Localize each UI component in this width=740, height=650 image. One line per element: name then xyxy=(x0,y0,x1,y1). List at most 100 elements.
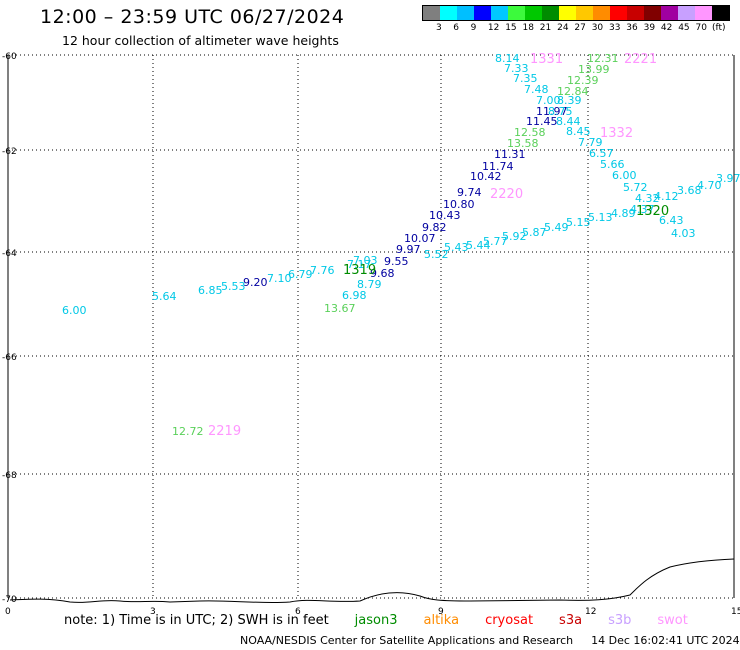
wave-height-reading: 9.74 xyxy=(457,186,482,199)
wave-height-reading: 4.37 xyxy=(630,203,655,216)
wave-height-reading: 5.52 xyxy=(424,248,449,261)
pass-time-label: 2219 xyxy=(208,424,241,439)
wave-height-reading: 4.89 xyxy=(611,207,636,220)
wave-height-reading: 10.07 xyxy=(404,232,436,245)
wave-height-reading: 4.12 xyxy=(654,190,679,203)
wave-height-reading: 7.00 xyxy=(536,94,561,107)
legend-label: 33 xyxy=(609,23,621,33)
map-subtitle: 12 hour collection of altimeter wave hei… xyxy=(62,33,339,48)
wave-height-reading: 8.75 xyxy=(548,105,573,118)
wave-height-reading: 5.77 xyxy=(483,235,508,248)
legend-swatch xyxy=(678,6,695,20)
legend-labels: 3 6 9 12 15 18 21 24 27 30 33 36 39 42 45 70 (ft) xyxy=(422,21,730,35)
lat-label: -60 xyxy=(2,52,17,62)
wave-height-reading: 12.72 xyxy=(172,425,204,438)
wave-height-reading: 12.31 xyxy=(587,52,619,65)
wave-height-reading: 5.13 xyxy=(588,211,613,224)
wave-height-reading: 4.03 xyxy=(671,227,696,240)
satellite-key-item: jason3 xyxy=(354,613,398,628)
legend-swatch xyxy=(627,6,644,20)
wave-height-reading: 3.97 xyxy=(716,172,740,185)
wave-height-reading: 6.57 xyxy=(589,147,614,160)
wave-height-reading: 10.43 xyxy=(429,209,461,222)
legend-label: 6 xyxy=(453,23,460,33)
wave-height-reading: 13.99 xyxy=(578,63,610,76)
wave-height-reading: 7.35 xyxy=(513,72,538,85)
lon-label: 0 xyxy=(5,607,11,617)
footer-credit: NOAA/NESDIS Center for Satellite Applica… xyxy=(240,634,740,647)
legend-label: 24 xyxy=(557,23,569,33)
wave-height-reading: 11.74 xyxy=(482,160,514,173)
legend-swatch xyxy=(423,6,440,20)
legend-swatches xyxy=(422,5,730,21)
legend-swatch xyxy=(440,6,457,20)
wave-height-reading: 6.43 xyxy=(659,214,684,227)
wave-height-reading: 9.20 xyxy=(243,276,268,289)
color-scale-legend: 3 6 9 12 15 18 21 24 27 30 33 36 39 42 45 70 (ft) xyxy=(422,5,730,35)
wave-height-reading: 6.85 xyxy=(198,284,223,297)
wave-height-reading: 5.72 xyxy=(623,181,648,194)
wave-height-reading: 11.31 xyxy=(494,148,526,161)
legend-label: 21 xyxy=(539,23,552,33)
pass-time-label: 1320 xyxy=(636,204,669,219)
wave-height-reading: 9.82 xyxy=(422,221,447,234)
wave-height-reading: 10.42 xyxy=(470,170,502,183)
pass-time-label: 1319 xyxy=(343,263,376,278)
wave-height-reading: 5.15 xyxy=(566,216,591,229)
pass-time-label: 1331 xyxy=(530,52,563,67)
wave-height-reading: 7.03 xyxy=(353,254,378,267)
wave-height-reading: 8.39 xyxy=(557,94,582,107)
lon-label: 9 xyxy=(438,607,444,617)
satellite-key-item: swot xyxy=(657,613,688,628)
wave-height-reading: 8.45 xyxy=(566,125,591,138)
legend-label: 39 xyxy=(643,23,656,33)
wave-height-reading: 6.00 xyxy=(612,169,637,182)
wave-height-reading: 3.68 xyxy=(677,184,702,197)
pass-time-label: 1332 xyxy=(600,126,633,141)
wave-height-reading: 9.68 xyxy=(370,267,395,280)
legend-swatch xyxy=(525,6,542,20)
wave-height-reading: 10.80 xyxy=(443,198,475,211)
legend-swatch xyxy=(491,6,508,20)
legend-swatch xyxy=(695,6,712,20)
legend-swatch xyxy=(508,6,525,20)
wave-height-reading: 7.10 xyxy=(267,272,292,285)
wave-height-reading: 7.17 xyxy=(347,258,372,271)
satellite-key-item: s3a xyxy=(559,613,583,628)
lat-label: -68 xyxy=(2,471,17,481)
satellite-key-item: cryosat xyxy=(485,613,534,628)
lat-label: -70 xyxy=(2,595,17,605)
legend-label: 12 xyxy=(487,23,500,33)
map-title: 12:00 – 23:59 UTC 06/27/2024 xyxy=(40,6,345,28)
satellite-key-item: altika xyxy=(423,613,460,628)
wave-height-reading: 5.53 xyxy=(221,280,246,293)
wave-height-reading: 7.33 xyxy=(504,62,529,75)
legend-label: 42 xyxy=(660,23,673,33)
wave-height-reading: 7.76 xyxy=(310,264,335,277)
legend-swatch xyxy=(712,6,729,20)
legend-label: 30 xyxy=(591,23,604,33)
lat-label: -62 xyxy=(2,147,17,157)
wave-height-reading: 12.39 xyxy=(567,74,599,87)
wave-height-reading: 13.67 xyxy=(324,302,356,315)
legend-label: 45 xyxy=(678,23,690,33)
legend-label: 70 xyxy=(695,23,707,33)
pass-time-label: 2221 xyxy=(624,52,657,67)
satellite-key-item: s3b xyxy=(608,613,632,628)
wave-height-reading: 7.48 xyxy=(524,83,549,96)
lat-label: -66 xyxy=(2,353,17,363)
wave-height-reading: 5.92 xyxy=(502,230,527,243)
wave-height-reading: 4.32 xyxy=(635,192,660,205)
wave-height-reading: 6.98 xyxy=(342,289,367,302)
legend-swatch xyxy=(593,6,610,20)
generated-timestamp: 14 Dec 16:02:41 UTC 2024 xyxy=(591,634,740,647)
credit-text: NOAA/NESDIS Center for Satellite Applica… xyxy=(240,634,574,647)
wave-height-reading: 12.58 xyxy=(514,126,546,139)
wave-height-reading: 12.84 xyxy=(557,85,589,98)
legend-label: 36 xyxy=(626,23,638,33)
wave-height-reading: 8.14 xyxy=(495,52,520,65)
wave-height-reading: 6.00 xyxy=(62,304,87,317)
wave-height-reading: 11.97 xyxy=(536,105,568,118)
wave-height-reading: 9.97 xyxy=(396,243,421,256)
